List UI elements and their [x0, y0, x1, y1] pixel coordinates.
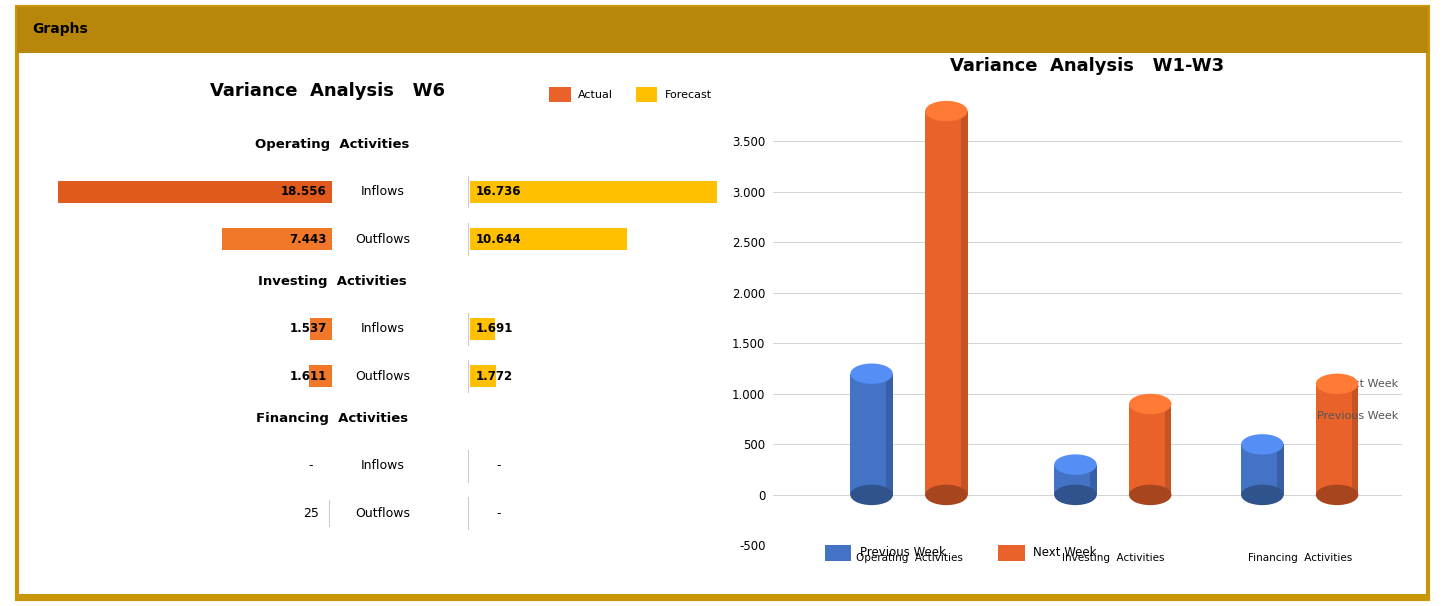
Text: Forecast: Forecast [665, 90, 712, 99]
Bar [470, 318, 494, 340]
Text: Outflows: Outflows [355, 233, 410, 245]
Text: Outflows: Outflows [355, 370, 410, 382]
Text: Financing  Activities: Financing Activities [256, 412, 409, 425]
Bar [470, 228, 627, 250]
Title: Variance  Analysis   W1-W3: Variance Analysis W1-W3 [951, 58, 1224, 76]
Bar [1091, 465, 1097, 495]
Ellipse shape [1055, 454, 1097, 475]
Bar [1241, 444, 1277, 495]
Ellipse shape [850, 485, 893, 505]
Bar [1129, 404, 1165, 495]
Ellipse shape [1055, 485, 1097, 505]
Ellipse shape [1129, 394, 1172, 415]
Text: Outflows: Outflows [355, 507, 410, 520]
Bar [470, 365, 496, 387]
Text: 1.537: 1.537 [289, 322, 327, 335]
Bar [925, 111, 961, 495]
Bar [17, 594, 1428, 599]
Ellipse shape [1316, 373, 1358, 394]
Bar [998, 545, 1025, 561]
Text: Variance  Analysis   W6: Variance Analysis W6 [210, 82, 445, 101]
Bar [309, 318, 332, 340]
Bar [1316, 384, 1353, 495]
Text: Previous Week: Previous Week [1316, 411, 1399, 421]
Bar [1165, 404, 1172, 495]
Bar [636, 87, 657, 102]
Text: Inflows: Inflows [361, 322, 405, 335]
Text: Next Week: Next Week [1338, 379, 1399, 389]
Text: Operating  Activities: Operating Activities [256, 138, 409, 151]
Text: 1.611: 1.611 [289, 370, 327, 382]
Text: 1.772: 1.772 [475, 370, 513, 382]
Bar [961, 111, 968, 495]
Text: 7.443: 7.443 [289, 233, 327, 245]
Ellipse shape [850, 364, 893, 384]
Text: 1.691: 1.691 [475, 322, 513, 335]
Ellipse shape [1316, 485, 1358, 505]
Text: Investing  Activities: Investing Activities [1062, 553, 1165, 564]
Ellipse shape [1241, 485, 1283, 505]
Ellipse shape [1241, 434, 1283, 454]
Text: 10.644: 10.644 [475, 233, 522, 245]
Bar [1055, 465, 1091, 495]
Bar [309, 365, 332, 387]
Text: -: - [496, 459, 501, 472]
Bar [886, 374, 893, 495]
Bar [1353, 384, 1358, 495]
Bar [470, 181, 717, 202]
Bar [17, 7, 1428, 53]
Text: 25: 25 [303, 507, 318, 520]
Bar [223, 228, 332, 250]
Bar [825, 545, 851, 561]
Text: Inflows: Inflows [361, 459, 405, 472]
Bar [850, 374, 886, 495]
Text: Graphs: Graphs [32, 22, 88, 36]
Text: Investing  Activities: Investing Activities [259, 275, 406, 288]
Text: 16.736: 16.736 [475, 185, 520, 198]
Text: -: - [496, 507, 501, 520]
Text: Actual: Actual [578, 90, 613, 99]
Text: Next Week: Next Week [1033, 547, 1097, 559]
Ellipse shape [925, 101, 968, 121]
Ellipse shape [1129, 485, 1172, 505]
Text: -: - [308, 459, 314, 472]
Text: Operating  Activities: Operating Activities [855, 553, 962, 564]
Ellipse shape [925, 485, 968, 505]
Bar [1277, 444, 1283, 495]
Bar [549, 87, 571, 102]
Text: 18.556: 18.556 [280, 185, 327, 198]
Text: Previous Week: Previous Week [860, 547, 945, 559]
Text: Inflows: Inflows [361, 185, 405, 198]
Text: Financing  Activities: Financing Activities [1247, 553, 1353, 564]
Bar [58, 181, 332, 202]
